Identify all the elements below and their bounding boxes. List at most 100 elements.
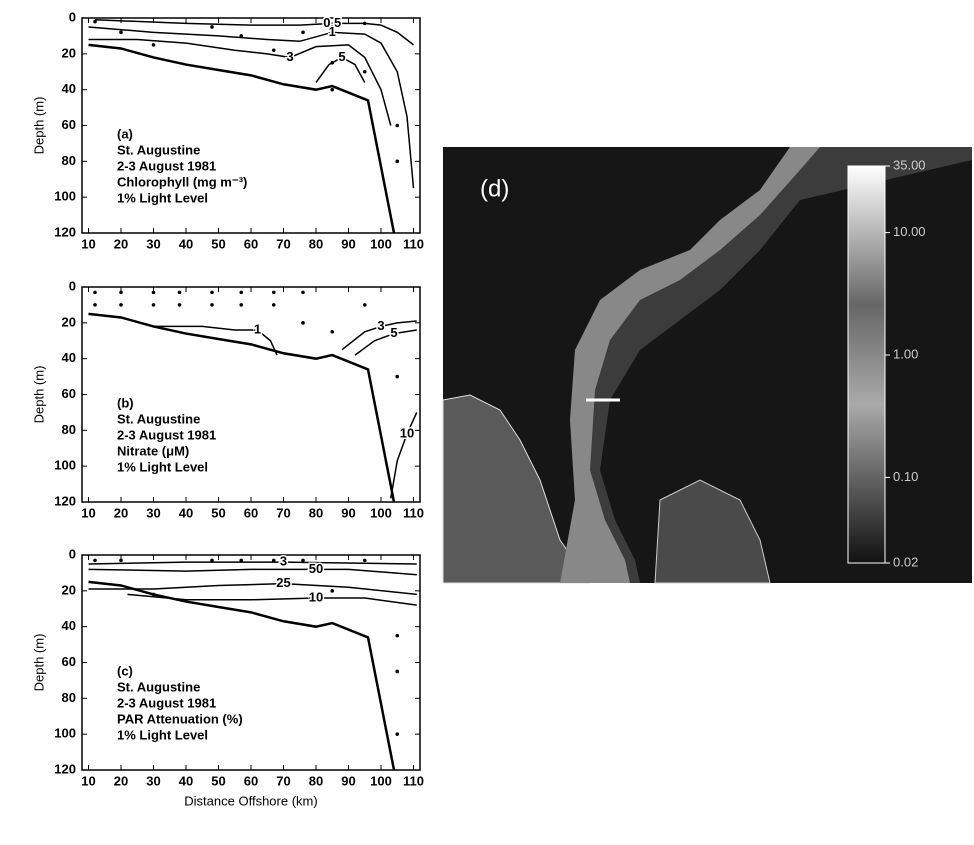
contour-line [354,329,417,356]
sample-point [151,43,156,47]
sample-point [239,34,244,38]
sample-point [362,21,367,26]
x-tick-label: 80 [309,236,323,251]
sample-point [271,290,276,295]
y-tick-label: 20 [62,45,76,60]
y-axis-label: Depth (m) [31,366,46,424]
contour-line [127,593,417,606]
annotation: 2-3 August 1981 [117,427,216,442]
y-tick-label: 20 [62,314,76,329]
y-tick-label: 120 [54,761,76,776]
x-tick-label: 110 [403,773,424,788]
contour-label: 10 [400,425,414,440]
x-tick-label: 40 [179,505,193,520]
y-tick-label: 0 [69,9,76,24]
sample-point [330,87,335,92]
annotation: 2-3 August 1981 [117,158,216,173]
contour-label: 1 [329,24,336,39]
sample-point [271,48,276,53]
x-tick-label: 70 [276,236,290,251]
x-tick-label: 50 [211,773,225,788]
x-tick-label: 20 [114,236,128,251]
x-tick-label: 10 [81,773,95,788]
annotation: (c) [117,663,133,678]
sample-point [151,290,156,295]
y-tick-label: 100 [54,726,76,741]
colorbar-tick-label: 0.02 [893,554,918,569]
contour-line [390,412,418,499]
contour-label: 25 [276,575,290,590]
sample-point [271,303,276,307]
annotation: (b) [117,395,134,410]
sample-point [362,69,367,74]
sample-point [330,60,335,65]
sample-point [395,159,400,164]
sample-point [239,290,244,295]
x-tick-label: 100 [370,236,392,251]
x-tick-label: 100 [370,505,392,520]
sample-point [395,374,400,379]
sample-point [210,290,214,295]
sample-point [119,558,123,563]
annotation: St. Augustine [117,142,200,157]
x-tick-label: 90 [341,236,355,251]
contour-label: 0.5 [323,15,341,30]
y-tick-label: 40 [62,618,76,633]
annotation: 1% Light Level [117,727,208,742]
x-tick-label: 20 [114,505,128,520]
y-tick-label: 0 [69,546,76,561]
contour-label: 10 [309,589,323,604]
contour-label: 3 [280,554,287,569]
sample-point [395,123,400,128]
panel-label: (d) [480,175,509,202]
sample-point [177,290,182,295]
contour-line [341,320,417,351]
colorbar-tick-label: 10.00 [893,224,926,239]
sample-point [301,30,305,35]
x-tick-label: 60 [244,236,258,251]
contour-line [315,56,366,83]
annotation: Nitrate (μM) [117,443,189,458]
contour-label: 3 [286,49,293,64]
colorbar-tick-label: 0.10 [893,469,918,484]
contour-label: 5 [338,49,345,64]
sample-point [239,303,244,307]
sample-point [93,558,97,563]
x-tick-label: 30 [146,773,160,788]
x-tick-label: 40 [179,773,193,788]
sample-point [239,558,244,563]
y-tick-label: 40 [62,350,76,365]
y-tick-label: 120 [54,224,76,239]
x-axis-label: Distance Offshore (km) [184,793,317,808]
contour-line [88,38,392,126]
x-tick-label: 10 [81,236,95,251]
contour-line [88,561,417,565]
colorbar [847,165,886,564]
contour-line [88,26,415,189]
x-tick-label: 60 [244,773,258,788]
sample-point [210,558,214,563]
contour-line [88,582,417,596]
y-tick-label: 100 [54,189,76,204]
annotation: St. Augustine [117,411,200,426]
annotation: 1% Light Level [117,459,208,474]
contour-label: 50 [309,561,323,576]
y-tick-label: 80 [62,690,76,705]
annotation: St. Augustine [117,679,200,694]
sample-point [210,25,214,29]
y-tick-label: 60 [62,117,76,132]
sample-point [395,669,400,674]
x-tick-label: 90 [341,505,355,520]
y-axis-label: Depth (m) [31,97,46,155]
sample-point [330,589,335,593]
colorbar-tick-label: 35.00 [893,157,926,172]
x-tick-label: 20 [114,773,128,788]
sample-point [177,303,182,307]
x-tick-label: 10 [81,505,95,520]
bottom-profile [88,43,396,234]
annotation: 2-3 August 1981 [117,695,216,710]
sample-point [93,303,97,307]
sample-point [301,558,305,563]
annotation: (a) [117,126,133,141]
